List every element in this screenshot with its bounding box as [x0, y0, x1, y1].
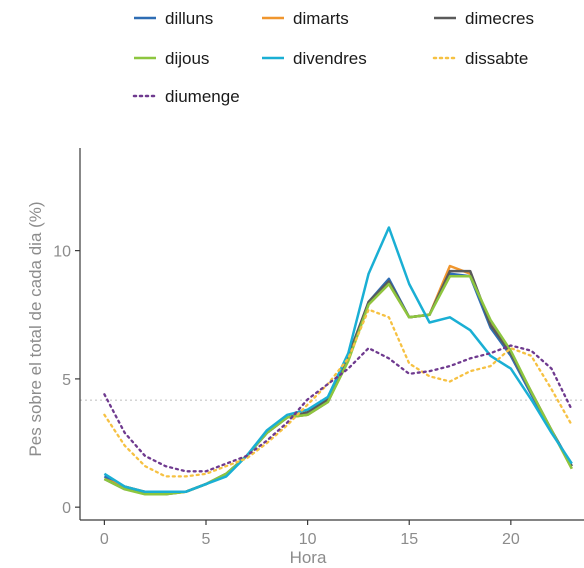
legend-label-diumenge: diumenge — [165, 87, 240, 106]
y-tick-label: 5 — [62, 372, 71, 389]
legend: dilluns dimarts dimecres dijous divendres dis… — [132, 9, 534, 106]
x-tick-label: 10 — [299, 531, 317, 548]
legend-item-dimecres: dimecres — [434, 9, 534, 28]
legend-item-dimarts: dimarts — [262, 9, 349, 28]
legend-label-dimarts: dimarts — [293, 9, 349, 28]
x-axis-title: Hora — [290, 548, 327, 567]
legend-item-diumenge: diumenge — [132, 87, 240, 106]
legend-item-dilluns: dilluns — [134, 9, 213, 28]
y-tick-label: 10 — [53, 244, 71, 261]
y-axis-title: Pes sobre el total de cada dia (%) — [26, 201, 45, 456]
x-tick-label: 20 — [502, 531, 520, 548]
legend-label-dijous: dijous — [165, 49, 209, 68]
x-tick-label: 0 — [100, 531, 109, 548]
legend-label-dimecres: dimecres — [465, 9, 534, 28]
legend-item-divendres: divendres — [262, 49, 367, 68]
y-tick-label: 0 — [62, 500, 71, 517]
legend-item-dijous: dijous — [134, 49, 209, 68]
series-line-dijous — [103, 275, 573, 496]
x-tick-label: 5 — [202, 531, 211, 548]
legend-label-dilluns: dilluns — [165, 9, 213, 28]
legend-item-dissabte: dissabte — [432, 49, 528, 68]
series-line-diumenge — [103, 344, 573, 473]
series-line-dissabte — [103, 308, 573, 478]
plot-area — [80, 226, 584, 496]
legend-label-dissabte: dissabte — [465, 49, 528, 68]
axes: 0 5 10 0 5 10 15 20 — [53, 148, 584, 548]
series-line-divendres — [103, 226, 573, 494]
legend-label-divendres: divendres — [293, 49, 367, 68]
x-tick-label: 15 — [400, 531, 418, 548]
